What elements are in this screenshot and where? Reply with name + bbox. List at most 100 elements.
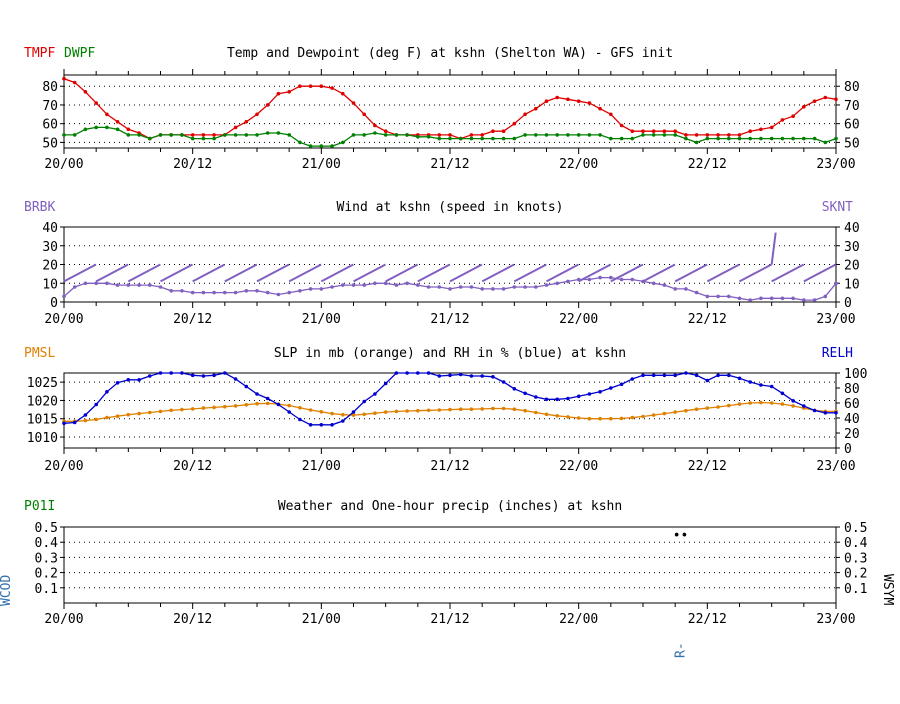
data-point-pmsl [609,416,613,421]
y-tick-label-right: 40 [844,412,860,427]
data-point-tmpf [802,105,806,109]
data-point-sknt [651,281,656,286]
y-tick-label-right: 0.3 [844,551,867,566]
data-point-dwpf [201,136,206,141]
data-point-relh [737,376,742,381]
data-point-relh [834,411,838,415]
data-point-sknt [759,296,763,301]
data-point-relh [265,396,270,401]
data-point-pmsl [662,411,667,416]
data-point-dwpf [298,140,302,145]
data-point-dwpf [126,133,131,137]
y-tick-label-right: 0.2 [844,567,867,582]
data-point-dwpf [523,133,527,137]
data-point-tmpf [673,129,677,133]
data-point-relh [587,392,592,396]
data-point-relh [373,392,377,396]
data-point-tmpf [630,129,635,133]
data-point-relh [255,392,259,396]
y-tick-label-left: 0.1 [35,582,58,597]
data-point-pmsl [201,406,206,410]
x-tick-label: 21/00 [302,157,341,172]
wind-barb [256,263,290,283]
data-point-pmsl [180,407,184,412]
data-point-dwpf [351,133,356,137]
data-point-pmsl [405,409,409,413]
data-point-tmpf [341,91,345,96]
data-point-relh [83,413,88,417]
data-point-sknt [491,287,495,291]
data-point-pmsl [651,413,656,417]
data-point-dwpf [115,127,120,132]
data-point-tmpf [769,125,774,130]
data-point-tmpf [212,133,216,137]
data-point-sknt [330,285,334,289]
series-line-tmpf [63,78,837,140]
data-point-sknt [62,294,66,299]
data-point-dwpf [405,133,409,137]
wind-barb [63,263,97,283]
data-point-relh [287,410,292,414]
data-point-dwpf [394,133,399,137]
wind-barb [288,263,322,283]
data-point-relh [426,371,431,375]
data-point-relh [780,391,785,396]
x-tick-label: 22/00 [559,459,598,474]
data-point-tmpf [276,91,281,96]
data-point-dwpf [458,136,463,141]
data-point-sknt [694,290,699,295]
y-tick-label-right: 60 [844,397,860,412]
data-point-relh [759,383,763,387]
data-point-relh [190,373,195,378]
data-point-dwpf [769,136,774,141]
y-tick-label-left: 50 [42,136,58,151]
data-point-tmpf [705,133,710,137]
data-point-relh [148,374,152,378]
x-tick-label: 20/00 [44,612,83,627]
data-point-dwpf [276,131,281,135]
data-point-sknt [180,289,184,293]
data-point-dwpf [287,133,292,137]
y-tick-label-left: 60 [42,118,58,133]
data-point-sknt [662,283,667,287]
data-point-pmsl [137,411,141,416]
wind-barb [417,263,451,283]
y-tick-label-right: 20 [844,259,860,274]
y-tick-label-right: 70 [844,99,860,114]
data-point-dwpf [426,135,431,139]
data-point-pmsl [330,411,334,416]
panel-left-label-pmsl: PMSL [24,346,55,361]
wind-barb [674,263,708,283]
data-point-pmsl [362,412,367,417]
data-point-dwpf [748,136,752,141]
data-point-relh [223,371,227,375]
data-point-dwpf [491,136,495,141]
y-tick-label-left: 70 [42,99,58,114]
y-tick-label-left: 40 [42,221,58,236]
panel-left-label-p01i: P01I [24,499,55,514]
data-point-relh [598,390,602,394]
data-point-sknt [373,281,377,286]
data-point-tmpf [83,90,88,94]
data-point-relh [212,373,216,378]
data-point-pmsl [791,404,795,408]
data-point-dwpf [158,133,163,137]
data-point-pmsl [727,403,731,408]
y-tick-label-left: 0.5 [35,521,58,536]
y-tick-label-right: 0.1 [844,582,867,597]
data-point-tmpf [491,129,495,133]
panel-right-label-relh: RELH [822,346,853,361]
data-point-pmsl [769,401,774,405]
data-point-tmpf [480,133,485,137]
x-tick-label: 22/00 [559,157,598,172]
data-point-sknt [834,281,838,286]
data-point-relh [555,397,559,402]
data-point-relh [802,404,806,408]
data-point-tmpf [190,133,195,137]
data-point-sknt [148,283,152,287]
data-point-tmpf [233,125,238,130]
data-point-sknt [716,294,720,299]
wind-barb [739,263,772,283]
data-point-pmsl [480,407,485,411]
data-point-tmpf [694,133,699,137]
